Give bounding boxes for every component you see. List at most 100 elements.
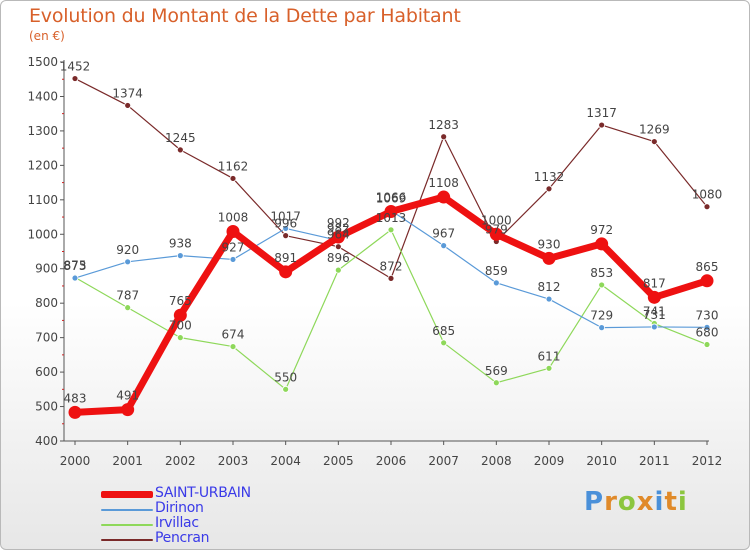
data-label-saint-urbain: 992	[327, 216, 350, 230]
data-label-irvillac: 674	[222, 328, 245, 342]
data-point-pencran	[71, 75, 79, 82]
data-point-saint-urbain	[68, 405, 82, 419]
x-tick-label: 2008	[481, 454, 512, 468]
data-point-dirinon	[650, 323, 658, 331]
y-tick-label: 1500	[27, 55, 58, 69]
data-label-saint-urbain: 483	[64, 391, 87, 405]
data-label-dirinon: 812	[538, 280, 561, 294]
data-point-pencran	[703, 203, 711, 211]
data-label-pencran: 1132	[534, 170, 565, 184]
legend-item-irvillac: Irvillac	[101, 515, 341, 532]
data-label-pencran: 1245	[165, 131, 196, 145]
data-label-irvillac: 680	[696, 326, 719, 340]
data-label-pencran: 872	[380, 259, 403, 273]
data-label-saint-urbain: 972	[590, 223, 613, 237]
data-label-dirinon: 938	[169, 237, 192, 251]
data-label-irvillac: 700	[169, 319, 192, 333]
data-label-saint-urbain: 1066	[376, 191, 407, 205]
data-point-dirinon	[598, 324, 606, 332]
legend-item-dirinon: Dirinon	[101, 500, 341, 517]
data-label-saint-urbain: 891	[274, 251, 297, 265]
legend-label-irvillac: Irvillac	[155, 515, 199, 531]
legend-swatch-irvillac	[101, 524, 153, 526]
data-point-saint-urbain	[542, 251, 556, 265]
data-point-dirinon	[124, 258, 132, 266]
data-label-pencran: 1269	[639, 123, 670, 137]
y-tick-label: 1100	[27, 193, 58, 207]
data-label-saint-urbain: 1008	[218, 211, 249, 225]
data-label-pencran: 1452	[60, 60, 91, 74]
data-point-saint-urbain	[173, 308, 187, 322]
y-tick-label: 900	[35, 262, 58, 276]
data-labels-layer: 1452 1374 1245 1162 996 964 872 1283 979 1132 1317…	[60, 60, 723, 406]
y-tick-label: 1400	[27, 89, 58, 103]
data-label-dirinon: 927	[222, 240, 245, 254]
data-point-dirinon	[492, 279, 500, 287]
data-label-pencran: 996	[274, 217, 297, 231]
legend-label-saint-urbain: SAINT-URBAIN	[155, 485, 251, 501]
y-tick-label: 500	[35, 400, 58, 414]
x-tick-label: 2000	[60, 454, 91, 468]
data-point-saint-urbain	[489, 227, 503, 241]
data-point-saint-urbain	[226, 225, 240, 239]
data-point-saint-urbain	[384, 205, 398, 219]
data-point-irvillac	[229, 343, 237, 350]
data-label-saint-urbain: 1108	[428, 176, 459, 190]
data-point-dirinon	[703, 323, 711, 331]
data-point-saint-urbain	[121, 403, 135, 417]
data-point-saint-urbain	[279, 265, 293, 279]
x-tick-label: 2010	[586, 454, 617, 468]
x-tick-label: 2005	[323, 454, 354, 468]
logo-letter: i	[677, 487, 688, 517]
data-point-irvillac	[492, 379, 500, 387]
data-point-dirinon	[545, 295, 553, 303]
data-point-irvillac	[387, 226, 395, 234]
data-label-irvillac: 611	[538, 349, 561, 363]
data-point-pencran	[282, 232, 290, 240]
data-label-pencran: 964	[327, 228, 350, 242]
data-point-irvillac	[598, 281, 606, 289]
legend-swatch-dirinon	[101, 509, 153, 511]
x-axis-ticks: 2000 2001 2002 2003 2004 2005 2006 2007 2008 2009…	[60, 441, 722, 468]
y-axis-ticks: 400 500 600 700 800 900 1000 1100 1200 1300 1400 15…	[27, 55, 64, 448]
data-point-saint-urbain	[700, 274, 714, 288]
data-label-dirinon: 920	[116, 243, 139, 257]
legend-label-dirinon: Dirinon	[155, 500, 204, 516]
y-tick-label: 400	[35, 434, 58, 448]
chart-subtitle: (en €)	[29, 29, 65, 43]
data-label-irvillac: 853	[590, 266, 613, 280]
logo-letter: t	[664, 487, 678, 517]
data-label-saint-urbain: 765	[169, 294, 192, 308]
data-point-saint-urbain	[595, 237, 609, 251]
data-label-dirinon: 729	[590, 309, 613, 323]
legend-swatch-pencran	[101, 539, 153, 541]
data-point-irvillac	[176, 334, 184, 342]
data-label-pencran: 1374	[112, 86, 143, 100]
data-label-pencran: 979	[485, 223, 508, 237]
data-label-irvillac: 569	[485, 364, 508, 378]
x-tick-label: 2002	[165, 454, 196, 468]
data-label-pencran: 1080	[692, 188, 723, 202]
data-point-irvillac	[440, 339, 448, 347]
data-point-irvillac	[703, 341, 711, 348]
data-label-dirinon: 873	[64, 259, 87, 273]
data-label-saint-urbain: 930	[538, 237, 561, 251]
logo-letter: x	[636, 487, 655, 517]
data-label-irvillac: 685	[432, 324, 455, 338]
data-point-dirinon	[440, 242, 448, 250]
logo-letter: o	[617, 487, 637, 517]
data-label-irvillac: 741	[643, 305, 666, 319]
logo-letter: i	[654, 487, 665, 517]
data-label-irvillac: 875	[64, 258, 87, 272]
logo-letter: P	[584, 487, 605, 517]
x-tick-label: 2003	[218, 454, 249, 468]
x-tick-label: 2011	[639, 454, 670, 468]
data-label-saint-urbain: 1000	[481, 213, 512, 227]
y-tick-label: 1200	[27, 158, 58, 172]
chart-title: Evolution du Montant de la Dette par Hab…	[29, 5, 461, 27]
proxiti-logo: Proxiti	[584, 487, 688, 517]
data-point-pencran	[229, 175, 237, 182]
data-point-pencran	[650, 138, 658, 145]
data-point-dirinon	[282, 225, 290, 232]
